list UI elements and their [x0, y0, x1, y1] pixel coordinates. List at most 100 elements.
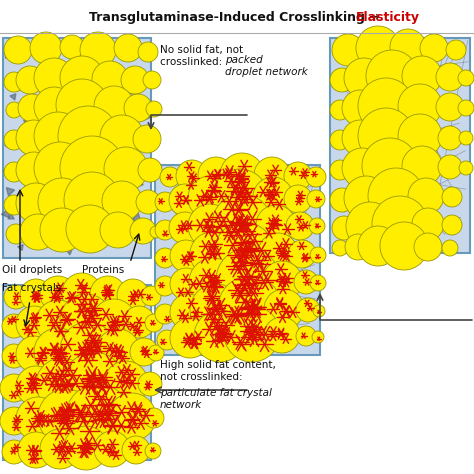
Circle shape [60, 294, 112, 346]
Circle shape [90, 276, 126, 312]
Text: No solid fat, not
crosslinked:: No solid fat, not crosslinked: [160, 45, 243, 67]
Circle shape [345, 234, 371, 260]
Circle shape [344, 58, 384, 98]
Circle shape [144, 408, 164, 428]
Circle shape [170, 268, 202, 300]
Circle shape [459, 161, 473, 175]
Circle shape [36, 300, 80, 344]
Circle shape [34, 328, 82, 376]
Circle shape [402, 146, 442, 186]
Circle shape [284, 162, 312, 190]
Bar [330, 38, 470, 253]
Circle shape [342, 148, 382, 188]
Circle shape [2, 314, 26, 338]
Circle shape [332, 34, 364, 66]
Circle shape [66, 384, 130, 448]
Circle shape [220, 153, 264, 197]
Circle shape [358, 226, 398, 266]
Circle shape [170, 240, 202, 272]
Text: Transglutaminase-Induced Crosslinking →: Transglutaminase-Induced Crosslinking → [90, 10, 384, 24]
Circle shape [402, 56, 442, 96]
Circle shape [130, 218, 156, 244]
Circle shape [4, 36, 32, 64]
Circle shape [58, 106, 118, 166]
Circle shape [60, 322, 116, 378]
Circle shape [60, 35, 84, 59]
Circle shape [313, 305, 325, 317]
Text: particulate fat crystal
network: particulate fat crystal network [160, 388, 272, 410]
Circle shape [442, 215, 462, 235]
Circle shape [80, 32, 116, 68]
Circle shape [16, 306, 52, 342]
Circle shape [150, 226, 162, 238]
Circle shape [4, 162, 24, 182]
Circle shape [218, 276, 282, 340]
Circle shape [309, 218, 325, 234]
Circle shape [194, 310, 246, 362]
Circle shape [146, 101, 162, 117]
Circle shape [408, 178, 444, 214]
Circle shape [160, 167, 180, 187]
Circle shape [92, 299, 136, 343]
Circle shape [438, 126, 462, 150]
Circle shape [102, 181, 142, 221]
Circle shape [188, 204, 232, 248]
Circle shape [94, 431, 130, 467]
Circle shape [20, 279, 52, 311]
Circle shape [38, 389, 94, 445]
Circle shape [157, 330, 177, 350]
Circle shape [155, 304, 175, 324]
Circle shape [356, 26, 400, 70]
Text: Proteins: Proteins [82, 265, 124, 275]
Circle shape [288, 240, 316, 268]
Circle shape [332, 216, 356, 240]
Circle shape [40, 429, 80, 469]
Circle shape [2, 440, 26, 464]
Circle shape [117, 279, 149, 311]
Circle shape [16, 336, 52, 372]
Circle shape [346, 202, 394, 250]
Circle shape [40, 208, 84, 252]
Circle shape [36, 358, 88, 410]
Circle shape [169, 184, 201, 216]
Circle shape [0, 374, 28, 402]
Circle shape [438, 155, 462, 179]
Circle shape [138, 42, 158, 62]
Circle shape [414, 233, 442, 261]
Circle shape [136, 190, 160, 214]
Circle shape [4, 72, 24, 92]
Circle shape [358, 108, 414, 164]
Circle shape [114, 34, 142, 62]
Text: High solid fat content,
not crosslinked:: High solid fat content, not crosslinked: [160, 360, 276, 382]
Circle shape [458, 70, 474, 86]
Circle shape [141, 286, 161, 306]
Circle shape [6, 224, 26, 244]
Bar [3, 38, 151, 258]
Circle shape [190, 284, 242, 336]
Circle shape [4, 195, 24, 215]
Circle shape [108, 393, 156, 441]
Circle shape [16, 152, 52, 188]
Text: Elasticity: Elasticity [356, 10, 420, 24]
Circle shape [64, 426, 108, 470]
Circle shape [104, 361, 148, 405]
Circle shape [121, 66, 149, 94]
Circle shape [138, 372, 162, 396]
Circle shape [330, 188, 354, 212]
Circle shape [60, 136, 124, 200]
Circle shape [306, 167, 326, 187]
Circle shape [372, 196, 428, 252]
Circle shape [92, 61, 128, 97]
Circle shape [398, 84, 442, 128]
Text: Oil droplets: Oil droplets [2, 265, 62, 275]
Circle shape [198, 157, 234, 193]
Circle shape [310, 275, 326, 291]
Circle shape [155, 192, 175, 212]
Circle shape [330, 130, 350, 150]
Circle shape [212, 169, 268, 225]
Circle shape [130, 338, 158, 366]
Circle shape [284, 185, 312, 213]
Circle shape [436, 93, 464, 121]
Circle shape [398, 114, 442, 158]
Circle shape [0, 407, 28, 435]
